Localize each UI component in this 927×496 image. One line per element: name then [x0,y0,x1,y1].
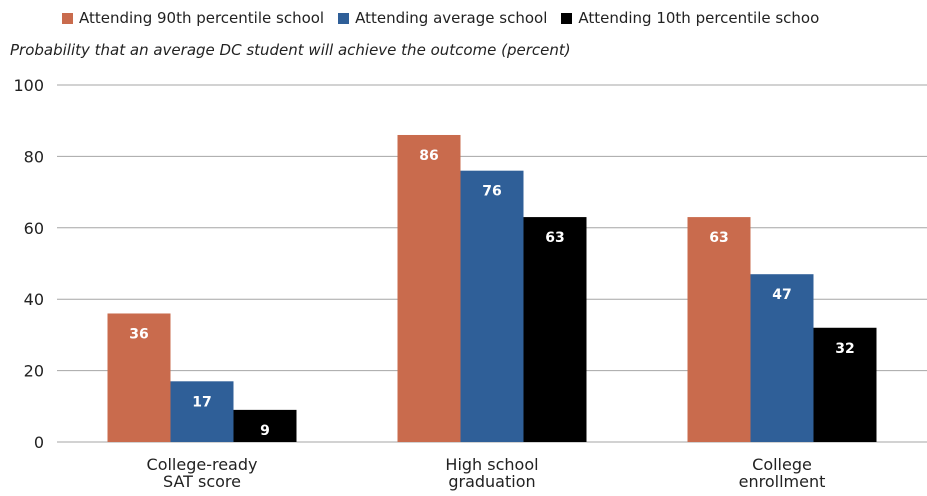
legend-swatch-90th [62,12,73,24]
legend-item-average: Attending average school [338,9,547,27]
data-label-series0-cat2: 63 [709,230,728,246]
legend-swatch-10th [561,12,573,24]
bar-series0-cat1 [397,134,461,443]
legend-label-average: Attending average school [355,9,548,27]
x-tick-label-cat1-line0: High school [445,455,538,474]
x-tick-label-cat2-line0: College [752,455,812,474]
bar-series2-cat2 [813,327,877,442]
x-tick-label-cat0-line0: College-ready [147,455,258,474]
legend-label-10th: Attending 10th percentile schoo [578,9,820,27]
data-label-series2-cat2: 32 [835,341,854,357]
y-tick-label-80: 80 [24,147,44,166]
bar-series1-cat2 [750,274,814,442]
bar-series1-cat0 [170,381,234,442]
bar-series0-cat2 [687,217,751,442]
y-tick-label-100: 100 [13,76,44,95]
bar-series2-cat1 [523,217,587,442]
legend-label-90th: Attending 90th percentile school [79,9,325,27]
legend-swatch-average [338,12,350,24]
x-tick-label-cat0-line1: SAT score [163,472,241,491]
y-tick-label-20: 20 [24,362,44,381]
y-tick-label-40: 40 [24,290,44,309]
data-label-series1-cat0: 17 [192,394,211,410]
bar-series1-cat1 [460,170,524,442]
data-label-series2-cat0: 9 [260,423,270,439]
legend: Attending 90th percentile school Attendi… [62,9,833,27]
data-label-series0-cat0: 36 [129,326,148,342]
bar-series2-cat0 [233,409,297,442]
x-tick-label-cat2-line1: enrollment [739,472,826,491]
chart-subtitle: Probability that an average DC student w… [10,41,571,59]
data-label-series1-cat2: 47 [772,287,791,303]
data-label-series1-cat1: 76 [482,184,501,200]
legend-item-10th: Attending 10th percentile schoo [561,9,819,27]
y-tick-label-60: 60 [24,219,44,238]
y-tick-label-0: 0 [34,433,44,452]
bar-series0-cat0 [107,313,171,442]
data-label-series2-cat1: 63 [545,230,564,246]
data-label-series0-cat1: 86 [419,148,438,164]
x-tick-label-cat1-line1: graduation [448,472,535,491]
legend-item-90th: Attending 90th percentile school [62,9,324,27]
